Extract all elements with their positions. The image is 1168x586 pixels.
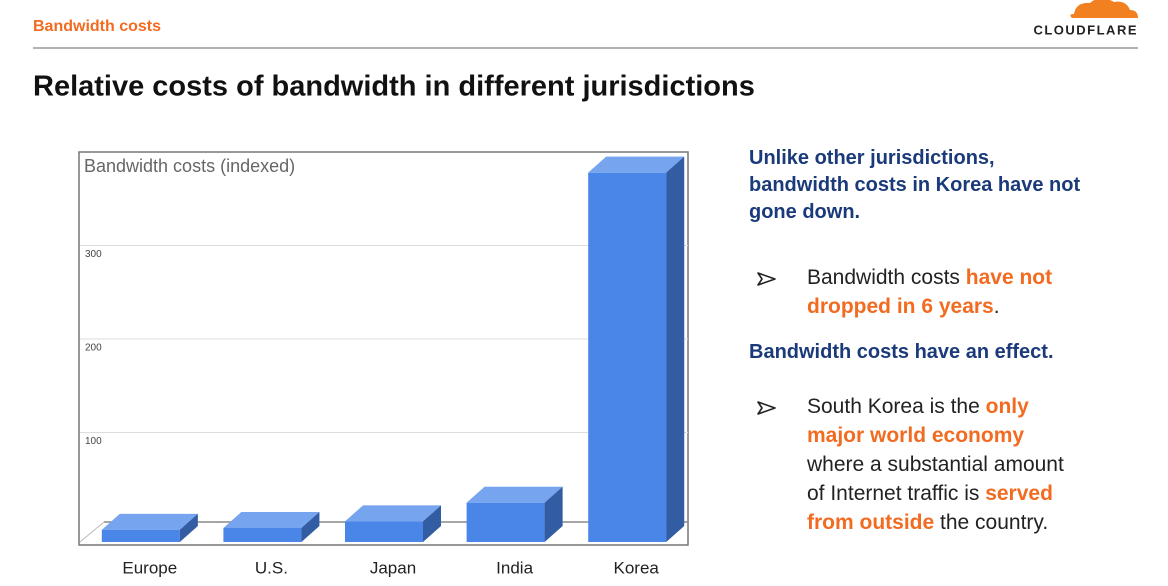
bar-top [588,156,685,173]
bullet-text: . [993,295,1000,318]
bar-top-shade [345,505,441,522]
x-tick-label: India [496,558,533,577]
bullet-text: South Korea is the [807,395,986,418]
note-bullet: South Korea is the only major world econ… [807,392,1075,537]
bar [466,502,545,542]
bar-side-shade [666,156,685,543]
section-label: Bandwidth costs [33,18,161,35]
bar-top-shade [588,156,685,173]
bar-top [466,486,563,503]
emphasis-text: served from outside [807,482,1053,534]
y-tick-label: 100 [85,436,102,447]
bar-side-shade [179,513,198,542]
logo-text: CLOUDFLARE [1033,22,1138,37]
y-tick-label: 200 [85,343,102,354]
bar-side-shade [423,505,441,542]
note: Unlike other jurisdictions, bandwidth co… [749,145,1109,318]
bullet-arrow [757,272,776,286]
bullet-text: the country. [934,511,1049,534]
x-tick-label: Korea [614,558,660,577]
emphasis-text: only major world economy [807,395,1029,447]
note: Bandwidth costs have an effect. South Kor… [749,339,1109,534]
bar-top [223,511,320,528]
bar-side-shade [301,511,320,542]
slide-title: Relative costs of bandwidth in different… [33,71,755,103]
note-bullet: Bandwidth costs have not dropped in 6 ye… [807,263,1075,321]
chart-frame [78,151,689,546]
bar-top [101,513,198,530]
floor-edge [79,521,105,543]
plot: 100 200 300 [79,156,688,543]
bar-side [179,513,198,542]
y-tick-label: 300 [85,249,102,260]
emphasis-text: have not dropped in 6 years [807,266,1053,318]
bar-top-shade [223,511,320,528]
note-heading: Unlike other jurisdictions, bandwidth co… [749,147,1081,223]
note-heading: Bandwidth costs have an effect. [749,341,1054,363]
x-tick-label: Europe [122,558,177,577]
bullet-text: where a substantial amount of Internet t… [807,453,1064,505]
bullet-arrow [757,401,776,415]
bar [223,527,302,542]
bar [345,521,423,542]
chart-title: Bandwidth costs (indexed) [84,156,295,176]
logo-cloud [1070,0,1138,18]
bar-side-shade [544,486,563,542]
bar-side [544,486,563,542]
bullet-text: Bandwidth costs [807,266,966,289]
bar-top [345,505,441,522]
bar-side [301,511,320,542]
bar-top-shade [101,513,198,530]
x-tick-label: U.S. [255,558,288,577]
bar-side [423,505,441,542]
bar-side [666,156,685,543]
bar [588,172,667,543]
bar-top-shade [466,486,563,503]
x-tick-label: Japan [370,558,416,577]
bar [101,529,180,542]
